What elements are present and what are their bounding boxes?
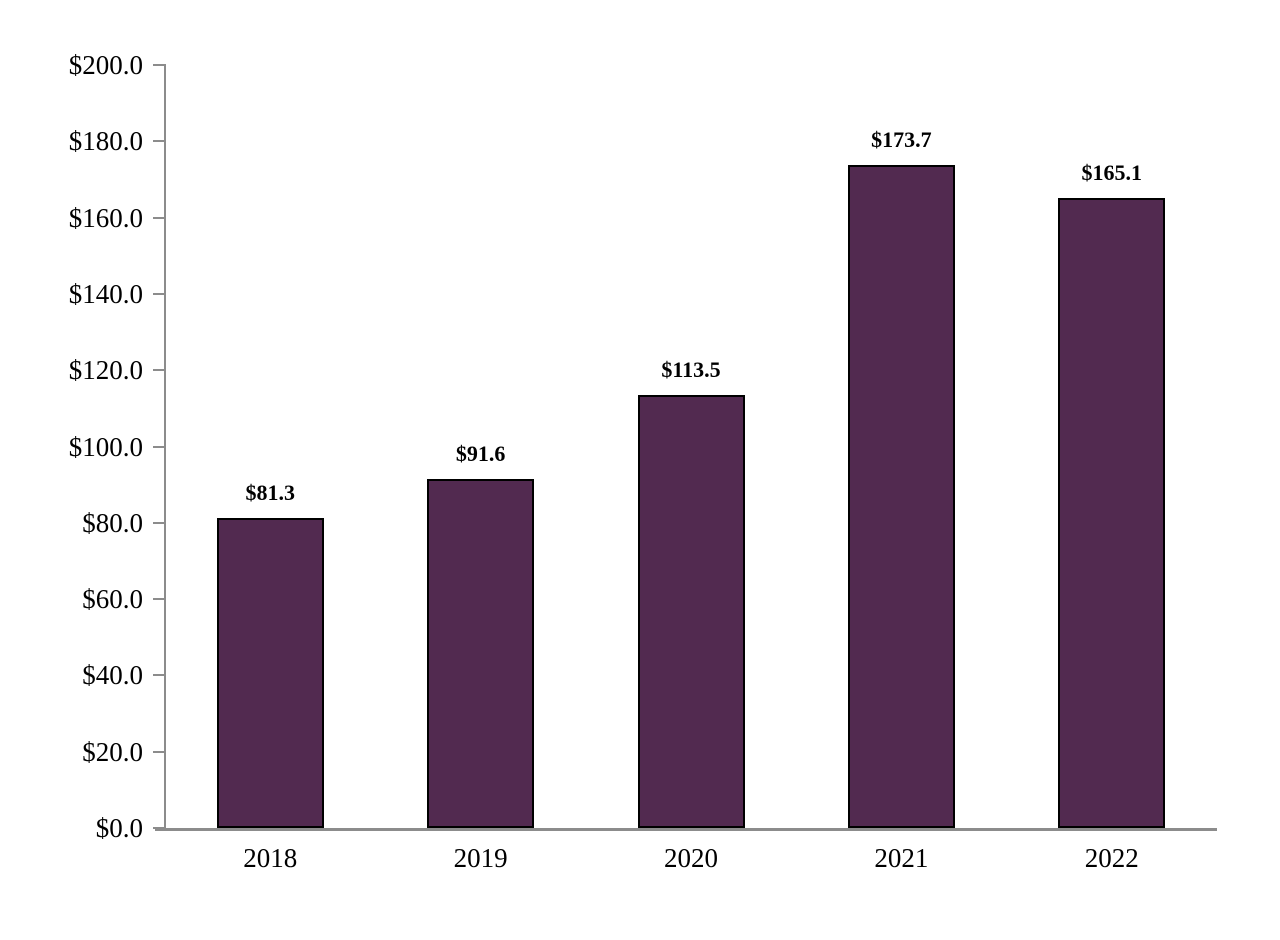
- y-tick-label: $20.0: [82, 736, 143, 767]
- y-tick-label: $80.0: [82, 507, 143, 538]
- bar-value-label: $173.7: [871, 127, 932, 153]
- x-category-label: 2020: [664, 843, 718, 873]
- y-tick-label: $60.0: [82, 584, 143, 615]
- y-tick: [153, 216, 165, 219]
- y-tick: [153, 445, 165, 448]
- x-category-label: 2022: [1084, 843, 1139, 873]
- bar: [637, 394, 745, 828]
- y-tick-label: $160.0: [68, 202, 143, 233]
- y-tick-label: $180.0: [68, 126, 143, 157]
- y-tick-label: $200.0: [68, 50, 143, 80]
- bar: [216, 517, 324, 828]
- bar: [847, 165, 955, 828]
- y-tick: [153, 140, 165, 143]
- bar: [1058, 198, 1166, 828]
- y-axis-line: [164, 64, 166, 828]
- bar-value-label: $113.5: [661, 356, 721, 382]
- y-tick: [153, 369, 165, 372]
- y-tick: [153, 598, 165, 601]
- x-category-label: 2019: [453, 843, 508, 873]
- x-axis-line: [155, 828, 1217, 831]
- y-tick-label: $40.0: [82, 660, 143, 691]
- bar-value-label: $91.6: [455, 440, 506, 466]
- y-tick-label: $100.0: [68, 431, 143, 462]
- bar-value-label: $165.1: [1081, 160, 1143, 186]
- y-tick: [153, 674, 165, 677]
- y-tick-label: $0.0: [95, 813, 143, 843]
- x-category-label: 2018: [243, 843, 298, 873]
- y-tick-label: $120.0: [68, 355, 143, 386]
- bar: [427, 478, 535, 828]
- x-category-label: 2021: [874, 843, 929, 873]
- y-tick-label: $140.0: [68, 278, 143, 309]
- bar-value-label: $81.3: [245, 479, 295, 505]
- y-tick: [153, 827, 165, 829]
- y-tick: [153, 750, 165, 753]
- y-tick: [153, 292, 165, 295]
- y-tick: [153, 64, 165, 66]
- y-tick: [153, 521, 165, 524]
